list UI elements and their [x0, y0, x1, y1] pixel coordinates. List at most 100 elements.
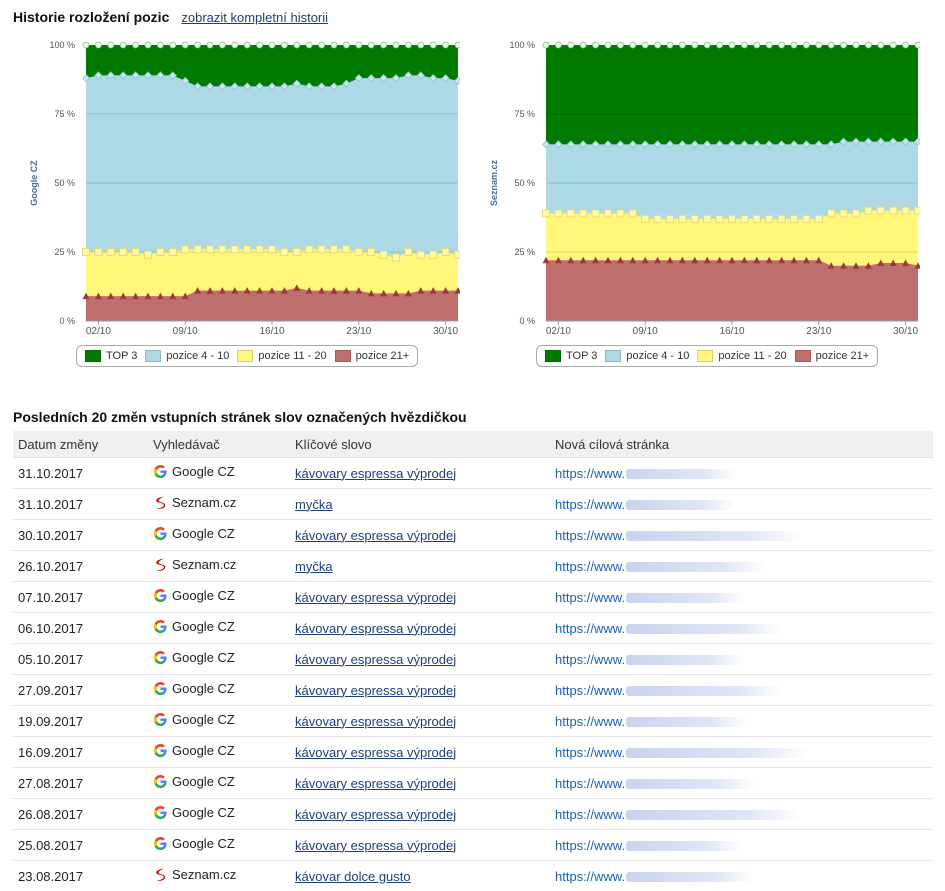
data-point [641, 140, 650, 149]
date-cell: 25.08.2017 [13, 829, 148, 861]
engine-cell: Seznam.cz [148, 550, 290, 582]
keyword-link[interactable]: kávovary espressa výprodej [295, 651, 457, 667]
keyword-cell: myčka [290, 550, 550, 582]
data-point [691, 256, 699, 264]
engine-name: Google CZ [172, 774, 235, 789]
data-point [567, 41, 575, 49]
data-point [765, 140, 774, 149]
data-point [752, 214, 761, 223]
target-page-link[interactable]: https://www. [555, 652, 745, 667]
table-row: 31.10.2017 Seznam.cz myčka https://www. [13, 488, 933, 520]
data-point [131, 71, 140, 80]
target-page-cell: https://www. [550, 612, 933, 644]
keyword-link[interactable]: myčka [295, 496, 333, 512]
google-icon [153, 681, 167, 696]
x-tick-label: 16/10 [719, 326, 744, 337]
data-point [218, 245, 227, 254]
target-page-link[interactable]: https://www. [555, 713, 749, 729]
engine-name: Google CZ [172, 805, 235, 820]
target-page-link[interactable]: https://www. [555, 590, 747, 605]
target-page-link[interactable]: https://www. [555, 807, 802, 822]
data-point [82, 248, 90, 256]
redacted-url-mask [626, 531, 802, 542]
data-point [814, 140, 823, 149]
target-page-url: https://www. [555, 713, 626, 729]
data-point [690, 140, 699, 149]
keyword-link[interactable]: kávovary espressa výprodej [295, 837, 457, 853]
engine-cell: Google CZ [148, 612, 290, 644]
data-point [392, 41, 400, 49]
legend-item[interactable]: TOP 3 [85, 350, 137, 362]
data-point [877, 259, 885, 267]
data-point [913, 137, 920, 146]
data-point [629, 41, 637, 49]
target-page-link[interactable]: https://www. [555, 745, 809, 760]
redacted-url-mask [626, 841, 743, 852]
data-point [864, 41, 872, 49]
data-point [716, 41, 724, 49]
keyword-link[interactable]: kávovar dolce gusto [295, 868, 411, 884]
legend-item[interactable]: pozice 21+ [334, 350, 409, 362]
data-point [604, 256, 612, 264]
data-point [342, 245, 351, 254]
column-header-keyword: Klíčové slovo [295, 436, 372, 452]
keyword-link[interactable]: kávovary espressa výprodej [295, 806, 457, 822]
keyword-link[interactable]: kávovary espressa výprodej [295, 620, 457, 636]
chart-svg: 100 % 75 % 50 % 25 % 0 % Google CZ 02/10 09/10 1… [29, 40, 460, 337]
target-page-url: https://www. [555, 496, 626, 512]
target-page-link[interactable]: https://www. [555, 621, 785, 636]
data-point [678, 214, 687, 223]
target-page-link[interactable]: https://www. [555, 528, 802, 543]
data-point [205, 82, 215, 91]
data-point [193, 82, 202, 91]
keyword-link[interactable]: kávovary espressa výprodej [295, 744, 457, 760]
target-page-link[interactable]: https://www. [555, 838, 743, 853]
target-page-link[interactable]: https://www. [555, 496, 737, 512]
redacted-url-mask [626, 810, 802, 821]
data-point [790, 214, 798, 223]
legend-item[interactable]: TOP 3 [545, 350, 597, 362]
date-cell: 05.10.2017 [13, 643, 148, 675]
legend-item[interactable]: pozice 11 - 20 [697, 350, 787, 362]
keyword-link[interactable]: kávovary espressa výprodej [295, 589, 457, 605]
keyword-link[interactable]: kávovary espressa výprodej [295, 465, 457, 481]
data-point [852, 41, 860, 49]
data-point [453, 76, 460, 85]
keyword-link[interactable]: myčka [295, 558, 333, 574]
data-point [727, 140, 737, 149]
legend-swatch [85, 350, 101, 362]
target-page-link[interactable]: https://www. [555, 869, 755, 884]
legend-item[interactable]: pozice 11 - 20 [237, 350, 327, 362]
data-point [429, 250, 438, 259]
y-tick-label: 25 % [514, 247, 535, 257]
keyword-link[interactable]: kávovary espressa výprodej [295, 713, 457, 729]
full-history-link[interactable]: zobrazit kompletní historii [181, 10, 329, 25]
engine-cell: Seznam.cz [148, 488, 290, 520]
keyword-link[interactable]: kávovary espressa výprodej [295, 527, 457, 543]
seznam-icon [156, 558, 166, 571]
data-point [256, 41, 264, 49]
x-tick-label: 23/10 [806, 326, 831, 337]
data-point [280, 287, 288, 294]
target-page-link[interactable]: https://www. [555, 683, 785, 698]
table-header-row: Datum změny Vyhledávač Klíčové slovo Nov… [13, 431, 933, 458]
target-page-link[interactable]: https://www. [555, 559, 767, 574]
data-point [218, 287, 226, 294]
date-cell: 31.10.2017 [13, 488, 148, 520]
google-icon [153, 526, 167, 541]
data-point [181, 41, 189, 49]
target-page-link[interactable]: https://www. [555, 776, 757, 791]
target-page-link[interactable]: https://www. [555, 466, 737, 481]
data-point [94, 292, 102, 300]
legend-item[interactable]: pozice 4 - 10 [145, 350, 229, 362]
data-point [441, 74, 450, 83]
keyword-link[interactable]: kávovary espressa výprodej [295, 775, 457, 791]
keyword-link[interactable]: kávovary espressa výprodej [295, 682, 457, 698]
data-point [653, 140, 662, 149]
legend-item[interactable]: pozice 4 - 10 [605, 350, 689, 362]
data-point [144, 250, 152, 259]
data-point [802, 41, 810, 49]
legend-item[interactable]: pozice 21+ [794, 350, 869, 362]
data-point [144, 41, 152, 49]
table-row: 30.10.2017 Google CZ kávovary espressa v… [13, 519, 933, 551]
